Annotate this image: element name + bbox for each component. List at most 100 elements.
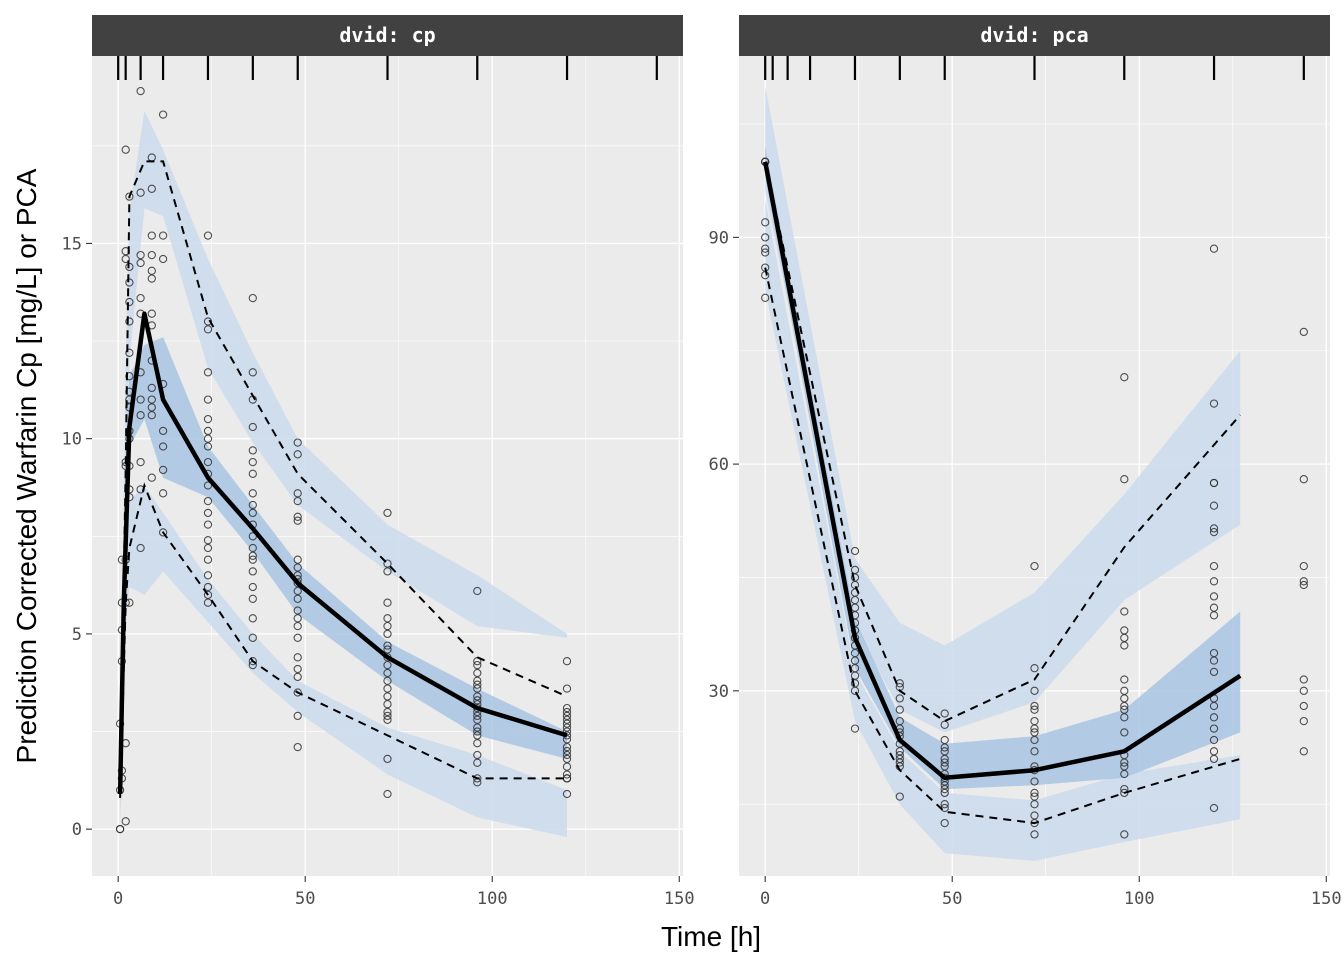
observed-point [562,719,572,728]
observed-point [158,489,168,498]
x-tick-label: 150 [1311,889,1342,909]
observed-point [761,233,770,242]
observed-point [562,754,572,764]
observed-point [147,473,156,482]
x-axis-title: Time [h] [661,921,761,952]
observed-point [147,231,156,240]
observed-point [383,707,392,717]
observed-point [248,422,257,432]
observed-point [562,707,572,717]
observed-point [383,668,392,678]
observed-point [1299,580,1308,590]
observed-point [158,231,168,240]
observed-point [136,543,145,553]
observed-point [895,694,904,703]
observed-point [293,555,302,564]
layer-root: 0 50 100 150 0 5 10 15 [62,56,695,909]
x-tick-label: 0 [113,889,123,909]
observed-point [473,758,482,767]
observed-point [473,731,482,740]
observed-point [248,489,257,498]
observed-point [1209,803,1219,813]
observed-point [473,750,482,760]
observed-point [1030,664,1039,673]
observed-point [293,606,302,615]
observed-point [125,297,134,307]
observed-point [1030,800,1039,809]
observed-point [293,489,302,498]
observed-point [147,266,156,275]
observed-point [136,258,145,268]
observed-point [473,696,482,705]
observed-point [1299,577,1308,586]
observed-upper-percentile-line [764,161,1241,723]
observed-point [562,770,572,779]
observed-point [1030,818,1039,828]
observed-point [1299,475,1308,484]
observed-point [293,563,302,572]
observed-point [203,536,213,545]
observed-point [203,317,213,326]
observed-point [203,543,213,553]
observed-point [248,633,257,642]
observed-point [203,457,213,467]
observed-point [293,711,302,721]
observed-point [203,590,213,600]
observed-point [125,317,134,326]
observed-point [147,383,156,393]
observed-point [293,496,302,506]
layer-root: 0 50 100 150 30 60 90 [709,56,1342,909]
observed-point [203,434,213,443]
x-tick-label: 50 [295,889,315,909]
observed-point [383,676,392,685]
observed-point [248,543,257,553]
observed-point [293,450,302,459]
observed-point [562,703,572,713]
observed-point [136,395,145,404]
observed-point [1030,788,1039,798]
observed-point [203,325,213,334]
observed-point [383,645,392,654]
observed-point [293,438,302,447]
observed-point [562,711,572,721]
observed-point [1209,713,1219,722]
observed-point [1120,769,1129,779]
strip-label: dvid: pca [980,23,1088,47]
x-tick-label: 50 [942,889,962,909]
observed-point [203,582,213,592]
y-tick-label: 0 [72,820,82,840]
y-axis-title: Prediction Corrected Warfarin Cp [mg/L] … [11,168,42,763]
observed-point [383,598,392,607]
observed-point [1030,561,1039,571]
observed-point [293,688,302,697]
observed-point [147,309,156,318]
observed-point [125,348,134,357]
observed-point [473,680,482,689]
observed-point [136,188,145,197]
observed-point [1120,641,1129,650]
observed-point [248,594,257,603]
observed-point [1299,327,1308,337]
observed-point [940,800,949,809]
observed-point [1120,728,1129,737]
observed-point [136,86,145,96]
observed-point [940,709,949,718]
observed-point [125,372,134,381]
observed-point [473,660,482,670]
observed-point [293,633,302,642]
observed-point [147,184,156,193]
observed-point [293,614,302,623]
observed-point [203,508,213,518]
observed-point [562,746,572,756]
observed-point [940,720,949,729]
observed-point [293,621,302,631]
observed-point [293,653,302,662]
observed-point [293,586,302,596]
ribbon-lower-percentile [765,199,1241,861]
y-tick-label: 30 [709,682,729,702]
observed-point [147,250,156,260]
observed-point [1120,758,1129,767]
observed-point [203,555,213,564]
observed-point [383,567,392,576]
observed-point [121,254,130,264]
